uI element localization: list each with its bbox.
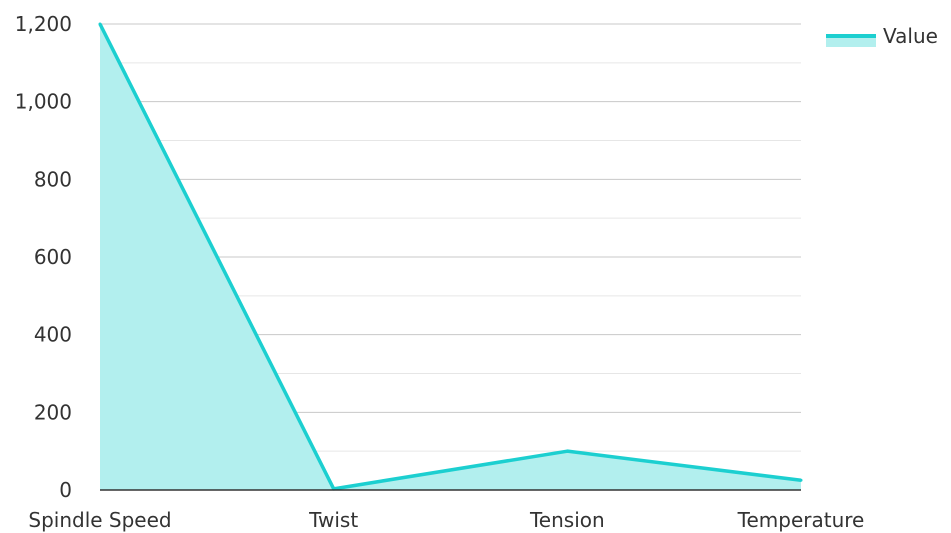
y-tick-label: 800 [34, 167, 72, 191]
x-tick-label: Spindle Speed [28, 508, 171, 532]
x-tick-label: Twist [308, 508, 358, 532]
x-tick-label: Tension [529, 508, 605, 532]
y-tick-label: 1,000 [15, 90, 72, 114]
y-tick-label: 1,200 [15, 12, 72, 36]
x-tick-labels: Spindle Speed Twist Tension Temperature [28, 508, 864, 532]
legend-swatch-line [826, 34, 876, 38]
data-point-temperature [799, 478, 803, 482]
series-value-line [98, 23, 802, 491]
data-point-spindle-speed [98, 22, 102, 26]
data-point-tension [565, 449, 569, 453]
legend-swatch-fill [826, 36, 876, 47]
y-tick-label: 600 [34, 245, 72, 269]
legend-label: Value [883, 24, 938, 48]
y-tick-labels: 0 200 400 600 800 1,000 1,200 [15, 12, 72, 502]
y-tick-label: 0 [59, 478, 72, 502]
series-area [98, 22, 803, 491]
y-tick-label: 400 [34, 323, 72, 347]
y-tick-label: 200 [34, 400, 72, 424]
legend: Value [826, 24, 938, 48]
x-tick-label: Temperature [737, 508, 865, 532]
